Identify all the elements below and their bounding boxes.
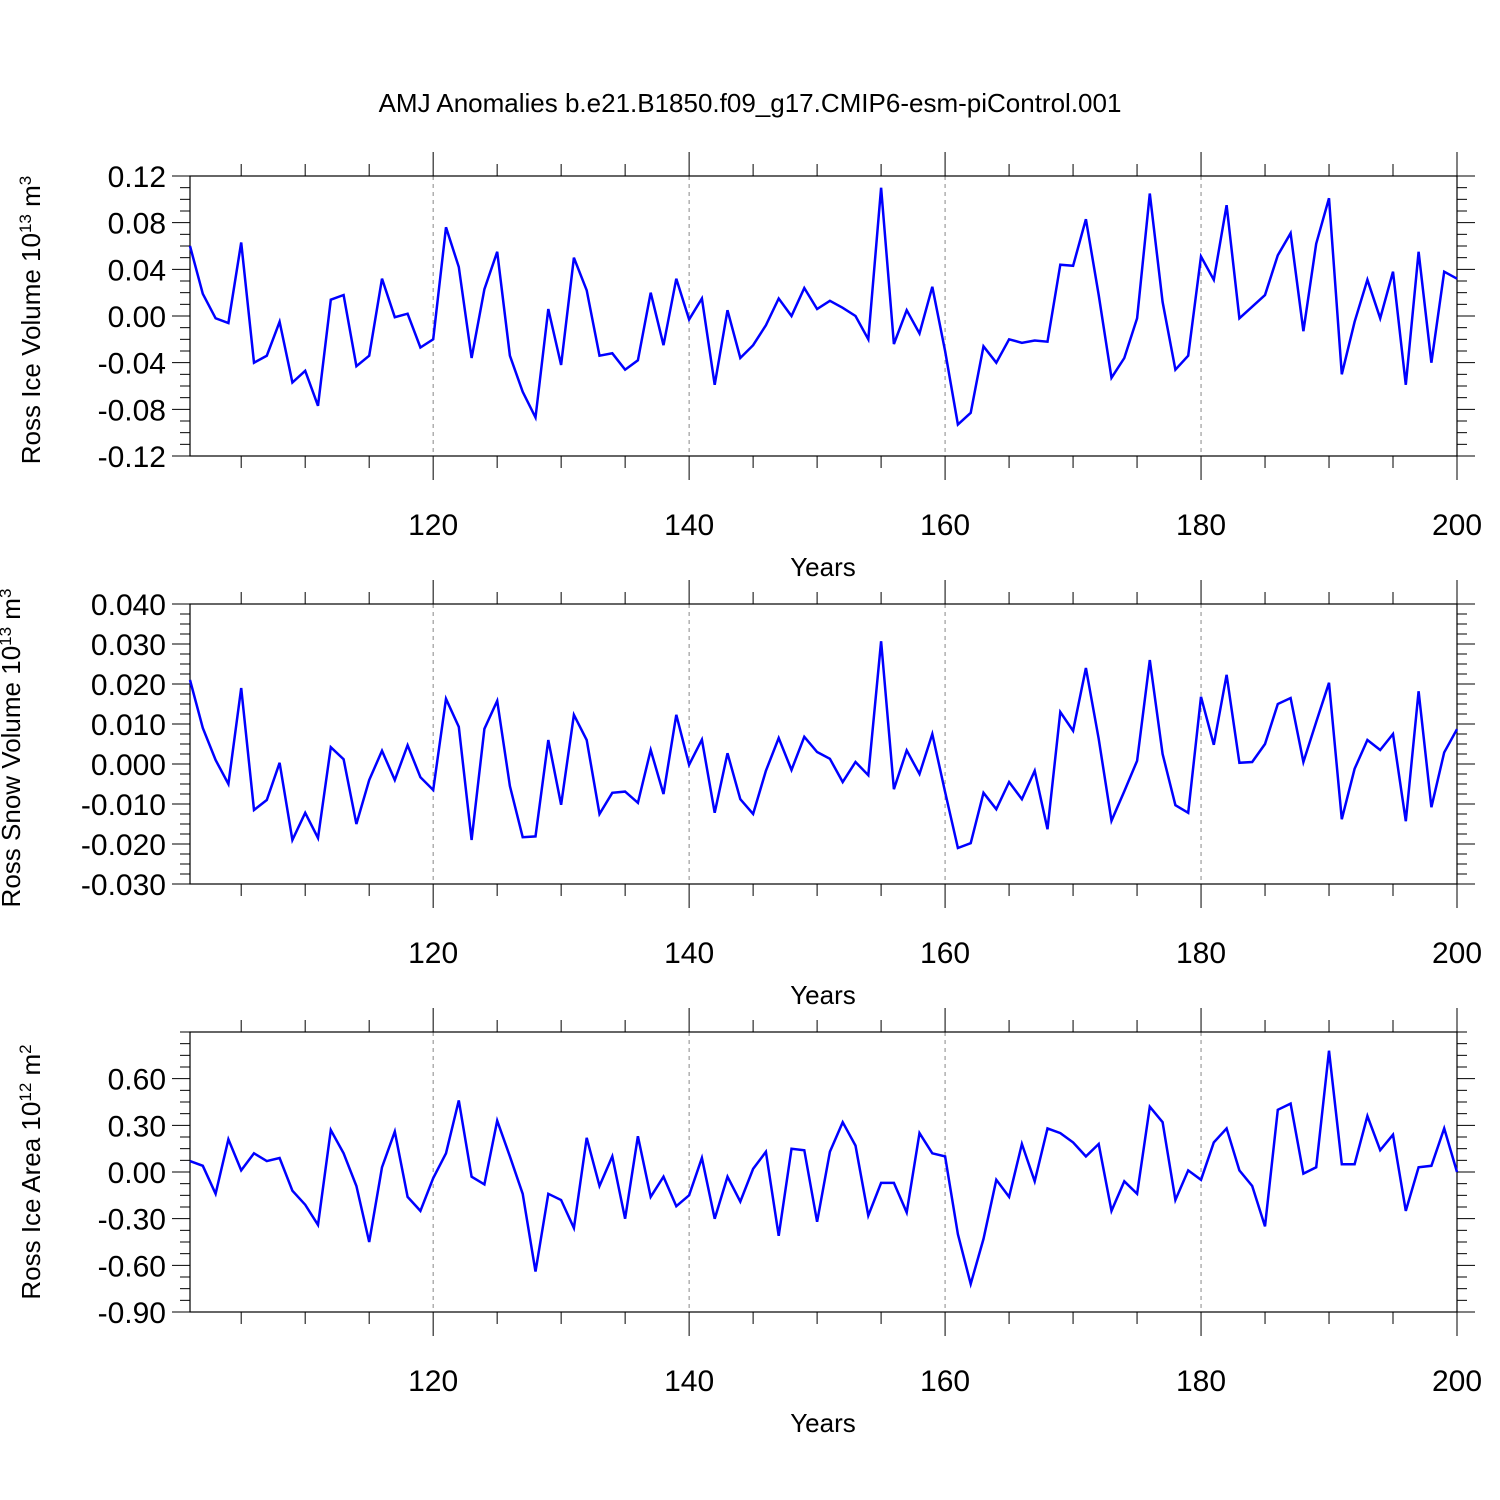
series-line	[189, 1050, 1459, 1289]
y-tick-label: 0.000	[91, 749, 166, 782]
x-tick-label: 200	[1432, 1365, 1482, 1398]
x-tick-label: 120	[408, 509, 458, 542]
y-tick-label: -0.010	[81, 789, 166, 822]
y-tick-label: 0.60	[108, 1064, 166, 1097]
x-tick-label: 140	[664, 937, 714, 970]
chart-panels: 0.12 0.08 0.04 0.00 -0.04 -0.08 -0.12 120 140 160…	[0, 152, 1482, 1438]
y-tick-label: 0.030	[91, 629, 166, 662]
y-tick-label: 0.00	[108, 1157, 166, 1190]
chart-panel-3: 0.60 0.30 0.00 -0.30 -0.60 -0.90 120 140 160 180 2…	[16, 1008, 1482, 1438]
x-tick-label: 180	[1176, 509, 1226, 542]
plot-frame	[189, 603, 1458, 885]
x-tick-label: 160	[920, 509, 970, 542]
x-tick-label: 200	[1432, 937, 1482, 970]
y-tick-label: 0.30	[108, 1110, 166, 1143]
y-tick-label: -0.030	[81, 869, 166, 902]
y-axis-label: Ross Snow Volume 1013 m3	[0, 589, 26, 908]
y-tick-label: -0.60	[98, 1250, 166, 1283]
y-tick-label: -0.90	[98, 1297, 166, 1330]
x-tick-label: 180	[1176, 1365, 1226, 1398]
series-line	[188, 641, 1459, 850]
x-tick-label: 200	[1432, 509, 1482, 542]
y-tick-label: -0.08	[98, 394, 166, 427]
x-tick-label: 140	[664, 1365, 714, 1398]
plot-frame	[189, 175, 1458, 457]
y-tick-label: -0.04	[98, 348, 166, 381]
y-tick-label: 0.04	[108, 254, 166, 287]
y-axis-label: Ross Ice Volume 1013 m3	[16, 176, 47, 465]
chart-panel-2: 0.040 0.030 0.020 0.010 0.000 -0.010 -0.020 -0.…	[0, 580, 1482, 1010]
x-axis-label: Years	[790, 1408, 856, 1438]
y-tick-label: -0.30	[98, 1204, 166, 1237]
x-tick-label: 140	[664, 509, 714, 542]
y-tick-label: 0.12	[108, 161, 166, 194]
x-tick-label: 120	[408, 937, 458, 970]
chart-title: AMJ Anomalies b.e21.B1850.f09_g17.CMIP6-…	[379, 88, 1122, 118]
x-tick-label: 180	[1176, 937, 1226, 970]
y-tick-label: 0.020	[91, 669, 166, 702]
x-axis-label: Years	[790, 552, 856, 582]
y-tick-label: 0.040	[91, 589, 166, 622]
y-tick-label: 0.00	[108, 301, 166, 334]
y-tick-label: 0.010	[91, 709, 166, 742]
y-tick-label: -0.12	[98, 441, 166, 474]
y-axis-label: Ross Ice Area 1012 m2	[16, 1044, 47, 1299]
x-tick-label: 120	[408, 1365, 458, 1398]
y-tick-label: 0.08	[108, 208, 166, 241]
x-tick-label: 160	[920, 1365, 970, 1398]
y-tick-label: -0.020	[81, 829, 166, 862]
series-line	[188, 187, 1458, 427]
x-axis-label: Years	[790, 980, 856, 1010]
x-tick-label: 160	[920, 937, 970, 970]
chart-panel-1: 0.12 0.08 0.04 0.00 -0.04 -0.08 -0.12 120 140 160…	[16, 152, 1482, 582]
